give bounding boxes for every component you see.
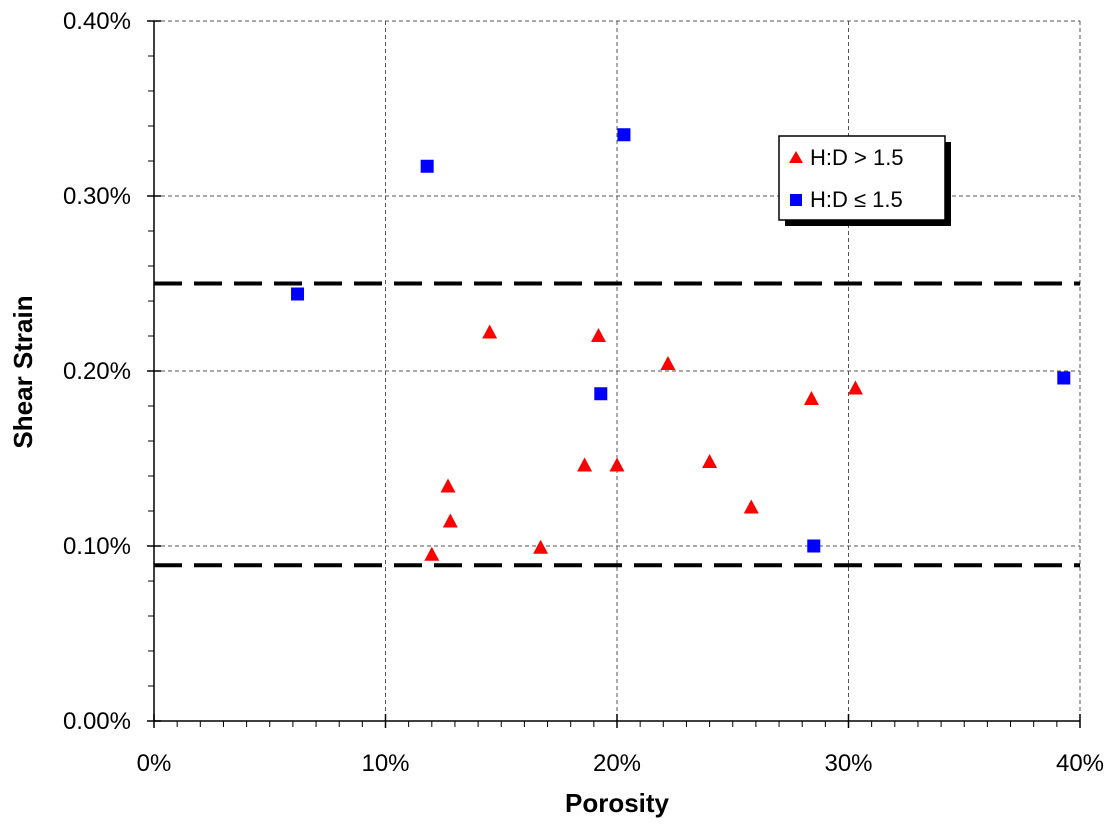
x-tick-label: 10%	[361, 750, 409, 777]
y-axis-title: Shear Strain	[8, 295, 38, 448]
reference-lines	[154, 281, 1080, 568]
y-tick-label: 0.00%	[63, 708, 131, 735]
data-points	[291, 128, 1071, 561]
legend-label-series-2: H:D ≤ 1.5	[810, 187, 903, 212]
triangle-point	[577, 457, 593, 472]
legend-square-icon	[790, 194, 802, 206]
x-axis-title: Porosity	[565, 788, 670, 818]
y-tick-label: 0.40%	[63, 8, 131, 35]
y-tick-label: 0.20%	[63, 358, 131, 385]
legend: H:D > 1.5 H:D ≤ 1.5	[778, 135, 951, 226]
triangle-point	[609, 457, 625, 472]
x-tick-label: 40%	[1056, 750, 1104, 777]
triangle-point	[442, 513, 458, 528]
triangle-point	[482, 324, 498, 339]
x-tick-label: 20%	[593, 750, 641, 777]
triangle-point	[847, 380, 863, 395]
square-point	[594, 387, 608, 401]
square-point	[291, 287, 305, 301]
x-tick-label: 30%	[824, 750, 872, 777]
axes	[147, 20, 1081, 728]
legend-triangle-icon	[789, 151, 803, 163]
triangle-point	[424, 546, 440, 561]
triangle-point	[702, 454, 718, 468]
square-point	[420, 159, 434, 173]
triangle-point	[440, 478, 456, 493]
legend-box	[778, 135, 946, 221]
triangle-point	[743, 499, 759, 514]
x-tick-label: 0%	[137, 750, 172, 777]
square-point	[617, 128, 631, 142]
grid-lines	[154, 20, 1081, 721]
y-tick-label: 0.10%	[63, 533, 131, 560]
triangle-point	[533, 539, 549, 554]
y-tick-label: 0.30%	[63, 183, 131, 210]
square-point	[807, 539, 821, 553]
triangle-point	[590, 328, 606, 342]
triangle-point	[660, 356, 676, 370]
square-point	[1057, 371, 1071, 385]
tick-labels: 0% 10% 20% 30% 40% 0.00% 0.10% 0.20% 0.30% 0.40%	[63, 8, 1104, 777]
triangle-point	[803, 391, 819, 405]
legend-label-series-1: H:D > 1.5	[810, 145, 904, 170]
